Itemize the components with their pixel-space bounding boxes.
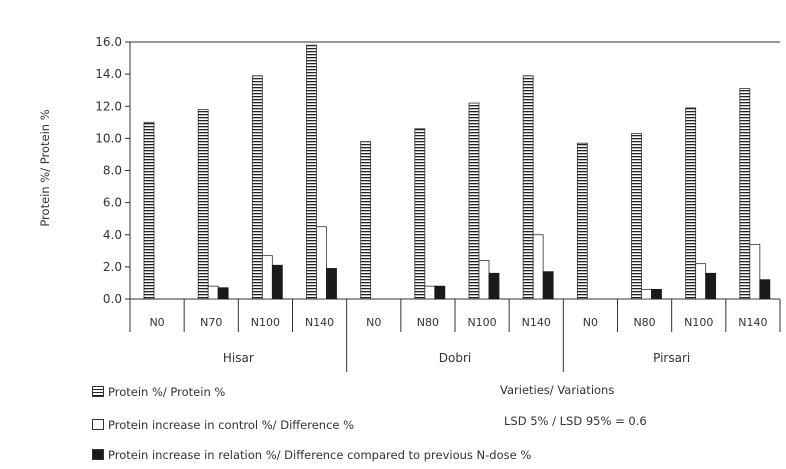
y-tick-label: 16.0 (95, 35, 122, 49)
group-label: Hisar (223, 351, 254, 365)
bar-protein (197, 109, 209, 300)
bar-protein (414, 128, 426, 300)
category-label: N100 (684, 316, 713, 329)
bar-diff-control (478, 260, 490, 300)
legend-item-protein: Protein %/ Protein % (92, 385, 225, 399)
legend-label-diffctrl: Protein increase in control %/ Differenc… (108, 418, 355, 432)
y-tick-label: 10.0 (95, 131, 122, 145)
bar-protein (251, 75, 263, 300)
legend-swatch-protein (92, 386, 104, 397)
bar-diff-previous (542, 271, 554, 300)
bar-diff-previous (651, 288, 662, 300)
category-label: N140 (738, 316, 767, 329)
legend-label-diffprev: Protein increase in relation %/ Differen… (108, 448, 532, 462)
legend-label-protein: Protein %/ Protein % (108, 385, 226, 399)
bar-diff-previous (326, 268, 337, 300)
y-tick-label: 12.0 (95, 99, 122, 113)
bar-diff-previous (488, 272, 500, 300)
y-tick-label: 6.0 (103, 196, 122, 210)
bar-protein (685, 107, 697, 300)
bar-protein (576, 142, 588, 300)
bar-diff-previous (217, 287, 229, 300)
x-group-caption: Varieties/ Variations (500, 383, 615, 397)
legend-item-diffprev: Protein increase in relation %/ Differen… (92, 448, 531, 462)
category-label: N0 (149, 316, 164, 329)
bar-diff-control (207, 285, 219, 300)
category-label: N140 (522, 316, 551, 329)
category-label: N80 (633, 316, 655, 329)
bar-diff-previous (434, 285, 446, 300)
category-label: N0 (366, 316, 381, 329)
bar-diff-control (749, 243, 761, 300)
category-label: N0 (583, 316, 598, 329)
bar-diff-control (695, 263, 707, 300)
y-axis-label: Protein %/ Protein % (38, 109, 52, 227)
legend-swatch-diffprev (92, 449, 104, 460)
category-label: N140 (305, 316, 334, 329)
bar-protein (360, 141, 372, 300)
legend-swatch-diffctrl (92, 419, 104, 430)
y-tick-label: 8.0 (103, 164, 122, 178)
category-label: N100 (467, 316, 496, 329)
bar-diff-control (261, 255, 273, 300)
legend-item-diffctrl: Protein increase in control %/ Differenc… (92, 418, 354, 432)
bar-protein (739, 88, 751, 300)
group-label: Dobri (439, 351, 471, 365)
bar-diff-control (316, 226, 327, 300)
bar-protein (522, 75, 534, 300)
bar-diff-control (532, 234, 544, 300)
bar-protein (631, 133, 642, 300)
bar-diff-previous (759, 279, 771, 300)
group-label: Pirsari (653, 351, 690, 365)
bar-protein (306, 44, 317, 300)
bar-diff-control (424, 285, 436, 300)
bar-diff-control (641, 288, 652, 300)
category-label: N80 (417, 316, 439, 329)
y-tick-label: 14.0 (95, 67, 122, 81)
category-label: N100 (251, 316, 280, 329)
y-tick-label: 4.0 (103, 228, 122, 242)
bar-diff-previous (271, 264, 283, 300)
bar-protein (468, 102, 480, 300)
y-tick-label: 0.0 (103, 292, 122, 306)
category-label: N70 (200, 316, 222, 329)
y-tick-label: 2.0 (103, 260, 122, 274)
bar-diff-previous (705, 272, 717, 300)
lsd-note: LSD 5% / LSD 95% = 0.6 (504, 414, 647, 428)
bar-protein (143, 121, 155, 300)
